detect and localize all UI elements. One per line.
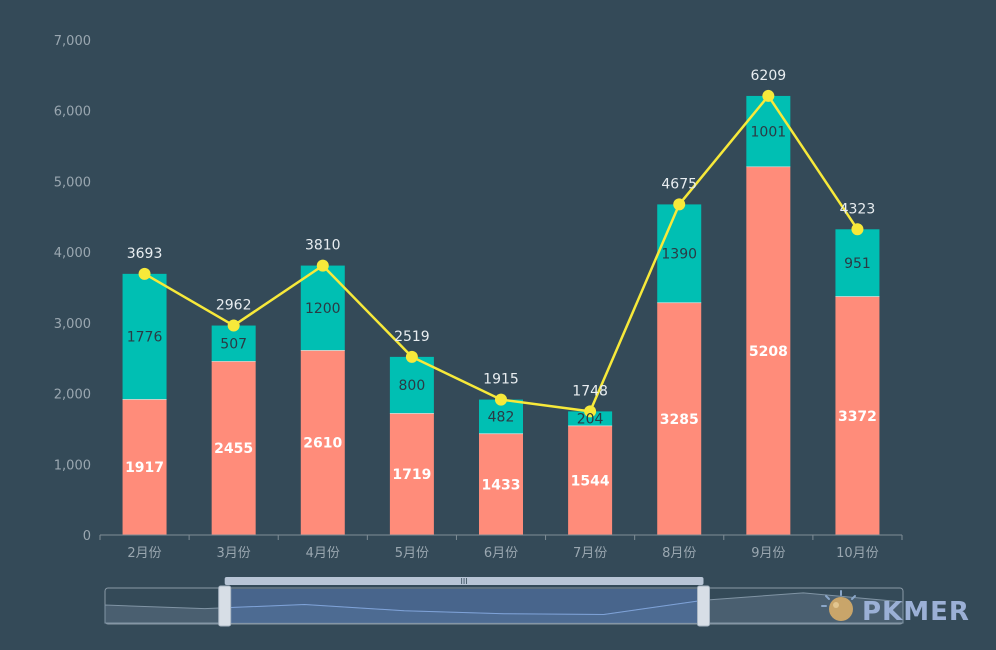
line-point: [227, 319, 240, 332]
bar-value-label: 2455: [214, 441, 253, 457]
bar-segment-top: [389, 356, 434, 414]
line-value-label: 4675: [661, 176, 697, 192]
bar-segment-bottom: [479, 433, 523, 535]
line-value-label: 6209: [751, 68, 787, 84]
x-tick-label: 2月份: [127, 546, 161, 561]
zoom-slider-preview-selected: [224, 599, 704, 616]
line-value-label: 3810: [305, 238, 341, 254]
line-value-label: 2962: [216, 298, 252, 314]
line-point: [762, 89, 775, 102]
bar-segment-bottom: [657, 302, 702, 535]
bar-segment-top: [568, 411, 613, 426]
y-tick-label: 1,000: [54, 458, 91, 473]
line-series: [138, 89, 864, 418]
line-value-label: 4323: [840, 201, 876, 217]
y-tick-label: 6,000: [54, 105, 91, 120]
bar-segment-top: [835, 229, 880, 297]
bar-value-label: 1200: [305, 301, 341, 317]
logo-egg-icon: [829, 597, 853, 621]
bar-value-label: 3372: [838, 409, 877, 425]
x-tick-label: 9月份: [751, 546, 785, 561]
line-point: [584, 405, 597, 418]
bar-segment-bottom: [835, 296, 880, 535]
logo-rays-icon: [821, 590, 856, 607]
zoom-slider-right-handle[interactable]: [697, 585, 710, 627]
bar-segment-bottom: [300, 350, 345, 535]
bars-group: [122, 95, 880, 535]
bar-value-label: 1433: [482, 477, 521, 493]
y-tick-label: 4,000: [54, 246, 91, 261]
line-point: [138, 267, 151, 280]
bar-value-label: 1390: [661, 247, 697, 263]
bar-value-label: 5208: [749, 344, 788, 360]
x-tick-label: 8月份: [662, 546, 696, 561]
line-value-label: 1748: [572, 383, 608, 399]
bar-value-label: 1001: [751, 124, 787, 140]
y-axis: 0 1,000 2,000 3,000 4,000 5,000 6,000 7,000: [54, 34, 91, 544]
bar-segment-top: [746, 95, 791, 167]
bar-value-label: 800: [399, 378, 426, 394]
line-point: [316, 259, 329, 272]
bar-value-label: 507: [220, 336, 247, 352]
zoom-slider-selection[interactable]: [224, 589, 704, 623]
line-point: [405, 350, 418, 363]
bar-segment-bottom: [389, 413, 434, 535]
y-tick-label: 7,000: [54, 34, 91, 49]
bar-value-label: 951: [844, 256, 871, 272]
zoom-slider[interactable]: III: [104, 577, 904, 627]
line-point: [851, 223, 864, 236]
y-tick-label: 3,000: [54, 317, 91, 332]
x-tick-label: 4月份: [306, 546, 340, 561]
logo-text: PKMER: [862, 597, 970, 627]
line-value-label: 1915: [483, 372, 519, 388]
zoom-slider-move-handle-label: III: [461, 577, 468, 586]
line-point: [673, 198, 686, 211]
x-tick-label: 6月份: [484, 546, 518, 561]
zoom-slider-left-handle[interactable]: [218, 585, 232, 627]
zoom-slider-move-bar[interactable]: [224, 577, 704, 585]
line-value-label: 2519: [394, 329, 430, 345]
bar-segment-bottom: [211, 361, 256, 535]
y-tick-label: 5,000: [54, 175, 91, 190]
x-tick-label: 7月份: [573, 546, 607, 561]
bar-value-label: 1719: [392, 467, 431, 483]
bar-value-label: 1917: [125, 460, 164, 476]
bar-value-label: 482: [488, 410, 515, 426]
bar-segment-top: [122, 273, 167, 400]
line-point: [495, 393, 507, 406]
bar-segment-bottom: [122, 399, 167, 535]
bar-value-label: 1776: [127, 330, 163, 346]
y-tick-label: 2,000: [54, 388, 91, 403]
pkmer-logo: PKMER: [821, 590, 970, 627]
line-value-label: 3693: [127, 246, 163, 262]
x-tick-label: 5月份: [395, 546, 429, 561]
x-axis: 2月份 3月份 4月份 5月份 6月份 7月份 8月份 9月份 10月份: [99, 535, 903, 561]
bar-value-label: 204: [577, 412, 604, 428]
bar-value-label: 1544: [571, 473, 610, 489]
x-tick-label: 3月份: [217, 546, 251, 561]
bar-segment-bottom: [568, 425, 613, 535]
y-tick-label: 0: [83, 529, 91, 544]
bar-segment-top: [657, 204, 702, 303]
x-tick-label: 10月份: [836, 546, 879, 561]
data-labels: 1917 1776 2455 507 2610 1200 1719 800 1433 482 154…: [125, 68, 877, 493]
bar-segment-bottom: [746, 166, 791, 535]
bar-value-label: 3285: [660, 412, 699, 428]
bar-value-label: 2610: [303, 436, 342, 452]
logo-egg-highlight: [833, 602, 839, 608]
